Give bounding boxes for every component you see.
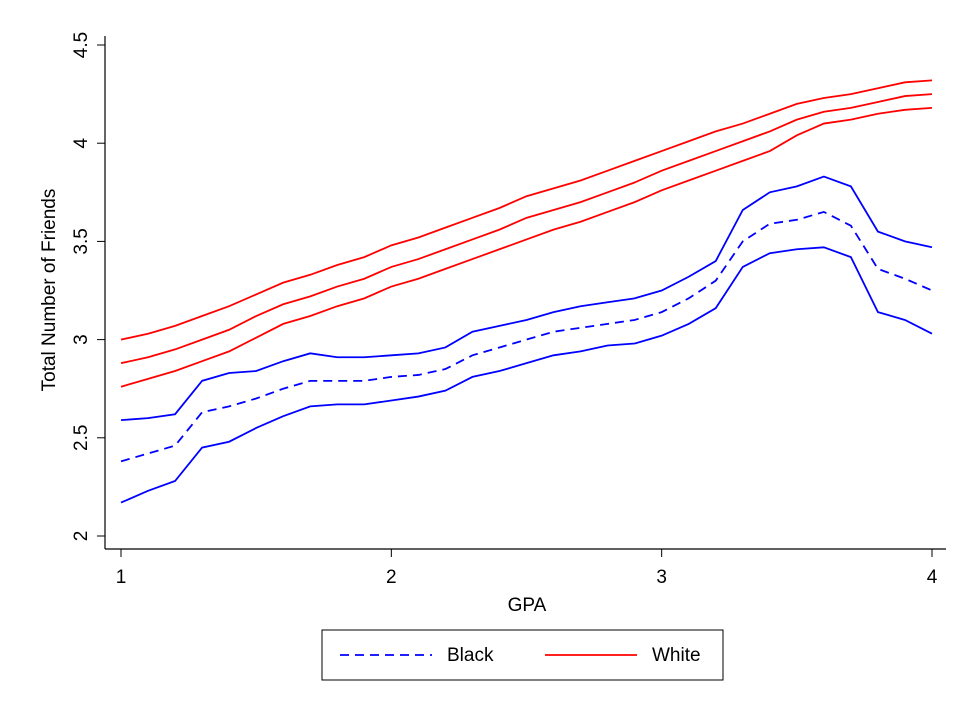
y-axis-label: Total Number of Friends (39, 189, 60, 392)
y-tick-label: 3 (71, 334, 92, 345)
y-tick-label: 4 (71, 137, 92, 148)
x-tick-label: 3 (656, 567, 667, 588)
y-tick-label: 2 (71, 531, 92, 542)
y-tick-label: 3.5 (71, 228, 92, 254)
x-tick-label: 1 (116, 567, 127, 588)
x-axis-label: GPA (508, 595, 547, 616)
legend-label: Black (447, 645, 494, 666)
ci-upper-line (120, 79, 933, 341)
series-line (120, 210, 933, 463)
series-line (120, 93, 933, 365)
ci-upper-line (120, 175, 933, 422)
ci-lower-line (120, 106, 933, 388)
x-tick-label: 4 (927, 567, 938, 588)
y-tick-label: 4.5 (71, 32, 92, 58)
ci-lower-line (120, 246, 933, 504)
x-tick-label: 2 (386, 567, 397, 588)
legend-label: White (652, 645, 701, 666)
y-tick-label: 2.5 (71, 425, 92, 451)
